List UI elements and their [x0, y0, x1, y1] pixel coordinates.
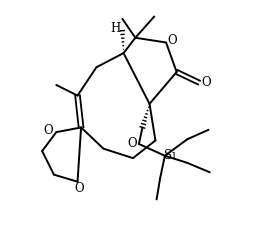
- Text: O: O: [127, 136, 137, 150]
- Text: O: O: [167, 34, 177, 47]
- Text: O: O: [201, 76, 211, 89]
- Text: Si: Si: [164, 149, 176, 162]
- Text: H: H: [110, 22, 120, 35]
- Text: O: O: [74, 182, 84, 195]
- Text: O: O: [43, 124, 53, 137]
